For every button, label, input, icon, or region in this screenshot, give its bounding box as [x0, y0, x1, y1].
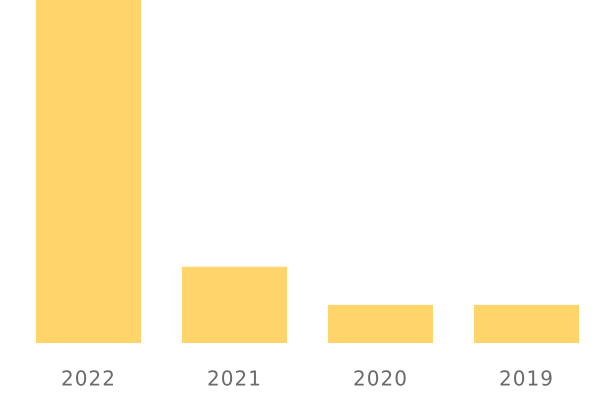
x-tick-label: 2020: [353, 367, 408, 391]
bar: [182, 266, 287, 343]
bar: [474, 304, 579, 343]
x-tick-label: 2021: [207, 367, 262, 391]
bar: [36, 0, 141, 343]
x-tick-label: 2019: [499, 367, 554, 391]
x-tick-label: 2022: [61, 367, 116, 391]
bar: [328, 304, 433, 343]
